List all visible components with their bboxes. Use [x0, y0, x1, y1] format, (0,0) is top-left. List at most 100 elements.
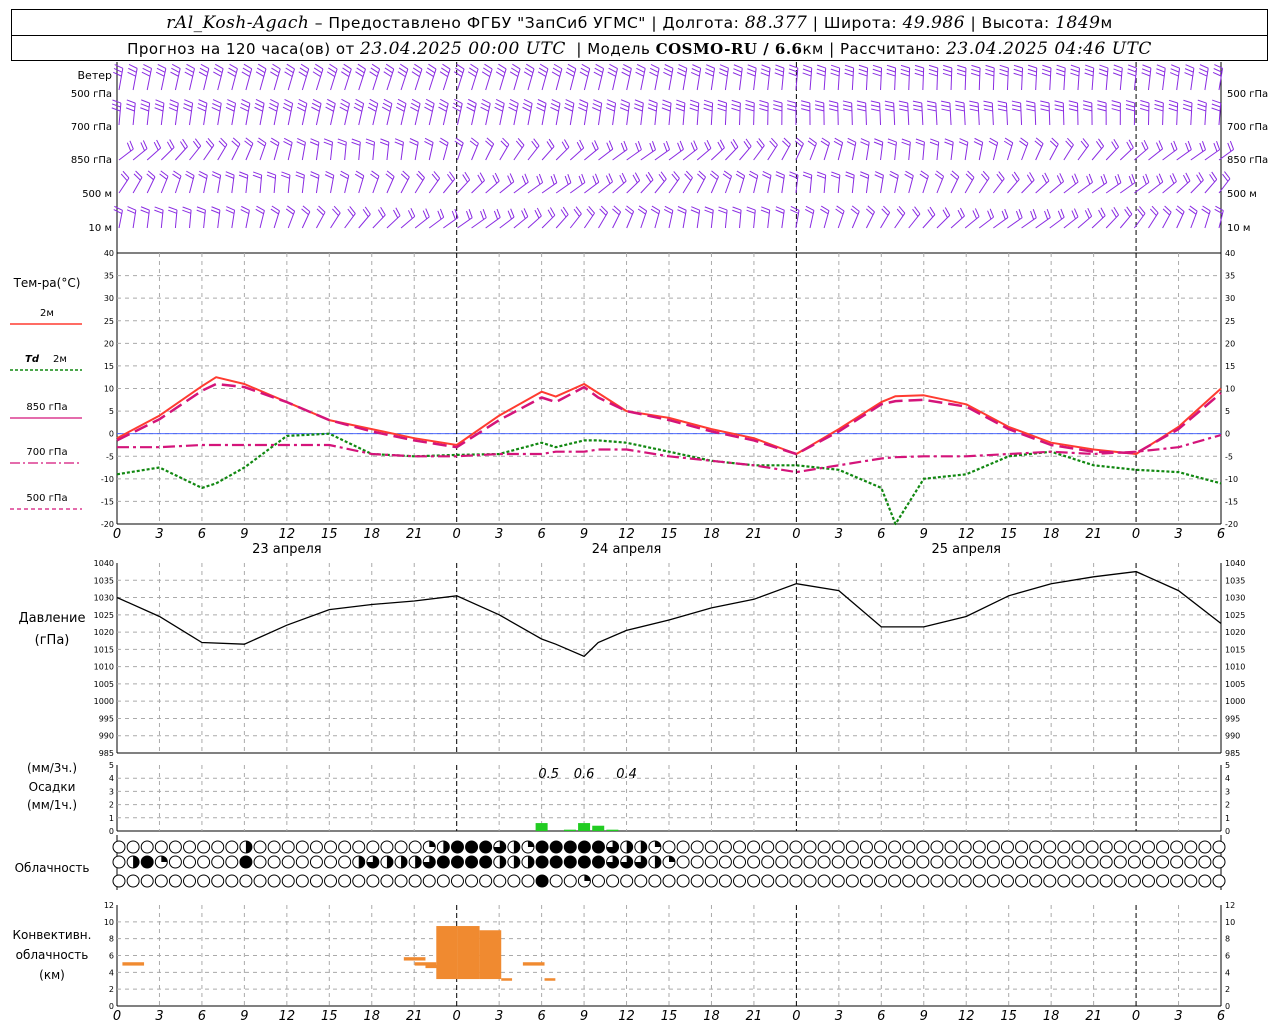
wind-barb [820, 205, 830, 229]
cloud-circle [549, 855, 563, 869]
wind-barb-feather [354, 173, 364, 180]
wind-barb-feather [199, 67, 209, 73]
wind-barb-feather [749, 170, 758, 176]
wind-barb-feather [886, 72, 896, 77]
wind-barb-feather [1013, 64, 1023, 69]
wind-barb-feather [182, 206, 192, 211]
wind-barb-staff [978, 177, 990, 194]
wind-barb-staff [527, 145, 540, 161]
wind-barb-feather [913, 104, 923, 108]
wind-barb-feather [649, 71, 658, 77]
wind-barb [1007, 209, 1023, 229]
cloud-circle-outline [295, 840, 309, 854]
wind-barb-feather [926, 100, 936, 104]
wind-barb-feather [1026, 174, 1033, 183]
wind-barb [886, 64, 897, 91]
wind-barb-feather [1188, 208, 1197, 215]
wind-barb-feather [1082, 138, 1089, 146]
wind-barb-staff [174, 175, 182, 194]
wind-barb [326, 63, 338, 91]
wind-barb-staff [386, 176, 395, 194]
wind-barb-feather [1040, 104, 1050, 108]
temp-xtick: 6 [198, 527, 206, 542]
wind-barb [442, 171, 456, 194]
wind-barb-feather [396, 102, 406, 108]
legend-label-t850: 850 гПа [26, 402, 67, 413]
wind-barb-feather [310, 171, 320, 176]
provider: Предоставлено ФГБУ "ЗапСиб УГМС" [328, 13, 646, 32]
wind-barb-feather [140, 107, 149, 112]
wind-barb-feather [255, 99, 265, 104]
press-ytick-right: 995 [1225, 714, 1240, 723]
cloud-circle-outline [1198, 855, 1212, 869]
cloud-circle-outline [944, 840, 958, 854]
wind-barb [266, 171, 277, 194]
cloud-circle-outline [704, 855, 718, 869]
cloud-circle [408, 874, 422, 888]
wind-barb [499, 137, 510, 161]
wind-barb-feather [386, 170, 395, 177]
temp-xtick: 0 [113, 527, 121, 542]
cloud-circle [450, 855, 464, 869]
cloud-circle-outline [803, 855, 817, 869]
wind-barb-feather [996, 173, 1003, 182]
cloud-circle [450, 840, 464, 854]
wind-barb [210, 206, 221, 229]
cloud-circle-outline [1184, 874, 1198, 888]
wind-barb [1019, 137, 1029, 161]
wind-barb [270, 63, 281, 91]
wind-barb-feather [254, 106, 263, 112]
wind-barb [807, 137, 817, 161]
cloud-circle-outline [450, 874, 464, 888]
wind-barb-feather [384, 67, 393, 74]
wind-barb-feather [983, 108, 993, 112]
wind-barb-staff [442, 178, 456, 194]
cloud-circle [972, 840, 986, 854]
wind-barb-feather [510, 208, 515, 218]
wind-barb-staff [753, 102, 755, 126]
wind-barb-feather [1084, 210, 1090, 219]
wind-barb [682, 140, 698, 161]
wind-barb-feather [142, 67, 151, 73]
cloud-circle-outline [1015, 855, 1029, 869]
wind-barb-feather [1125, 107, 1135, 112]
cloud-circle [295, 874, 309, 888]
wind-barb [118, 140, 134, 161]
wind-level-right: 500 м [1227, 189, 1257, 200]
wind-barb-feather [1030, 210, 1035, 220]
wind-barb-feather [912, 100, 922, 104]
wind-barb-staff [1049, 181, 1064, 194]
wind-barb-feather [698, 170, 706, 178]
wind-barb-feather [295, 174, 305, 179]
cloud-circle [817, 874, 831, 888]
cloud-circle-outline [436, 874, 450, 888]
wind-barb-staff [1148, 181, 1164, 194]
wind-barb-feather [347, 208, 354, 217]
wind-barb-feather [1197, 107, 1206, 112]
wind-barb [185, 170, 195, 194]
wind-barb-feather [844, 64, 854, 69]
conv-bar [501, 978, 513, 981]
wind-barb [859, 171, 870, 194]
wind-barb-staff [471, 180, 485, 194]
cloud-circle [1212, 840, 1226, 854]
precip-ytick-right: 2 [1225, 801, 1230, 810]
cloud-circle [535, 840, 549, 854]
conv-ytick-right: 10 [1225, 918, 1235, 927]
wind-barb-feather [1056, 72, 1065, 77]
wind-barb-feather [169, 103, 178, 108]
wind-barb [125, 99, 136, 126]
wind-barb [457, 209, 473, 229]
wind-barb-feather [626, 205, 634, 212]
wind-barb-feather [1216, 141, 1221, 150]
cloud-circle [620, 840, 634, 854]
cloud-circle-outline [761, 855, 775, 869]
wind-barb [509, 63, 521, 91]
wind-barb-staff [541, 146, 555, 161]
cloud-circle-outline [352, 874, 366, 888]
cloud-circle [1127, 874, 1141, 888]
wind-barb-feather [160, 170, 169, 177]
wind-barb-staff [612, 211, 622, 229]
wind-barb-feather [745, 107, 755, 112]
wind-barb-feather [999, 64, 1009, 69]
